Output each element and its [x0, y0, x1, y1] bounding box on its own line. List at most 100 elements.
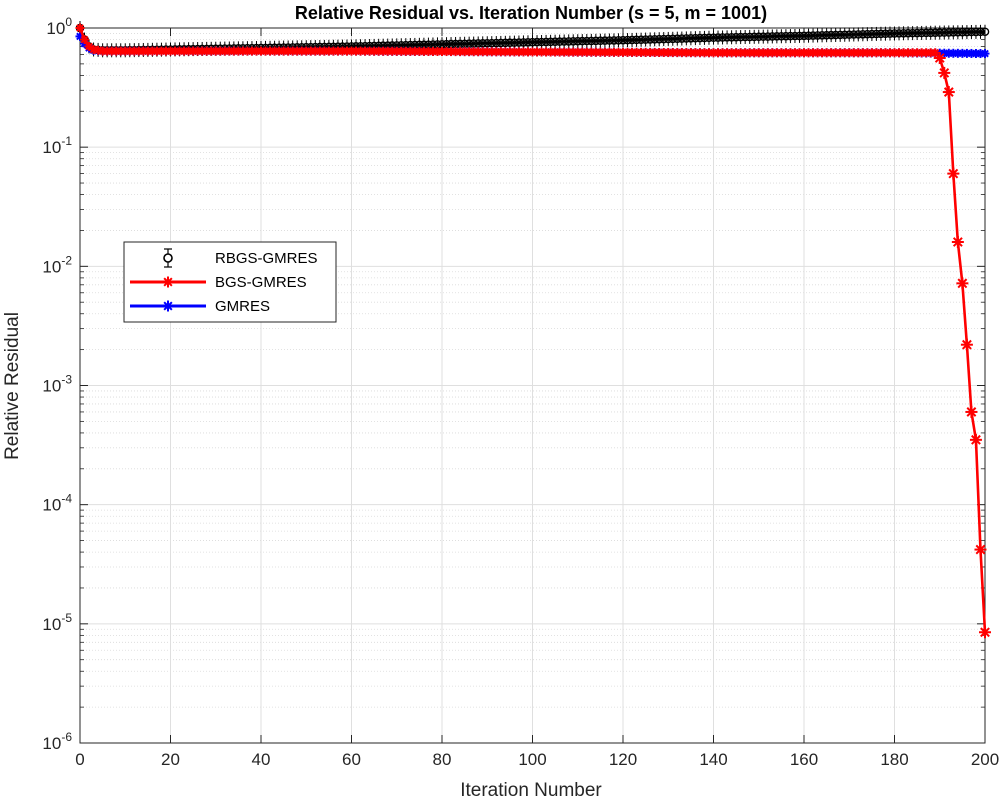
data-point-rbgs-gmres [600, 36, 610, 45]
marker-stroke [952, 237, 963, 247]
y-axis-label: Relative Residual [2, 312, 23, 460]
data-point-rbgs-gmres [514, 38, 524, 47]
marker-stroke [163, 277, 173, 287]
data-point-rbgs-gmres [867, 29, 877, 39]
data-point-rbgs-gmres [632, 35, 641, 45]
y-tick-label: 10-2 [42, 253, 72, 276]
data-point-rbgs-gmres [899, 28, 908, 38]
data-point-rbgs-gmres [663, 34, 673, 44]
data-point-bgs-gmres [942, 86, 955, 99]
data-point-rbgs-gmres [695, 33, 705, 43]
x-tick-label: 180 [880, 750, 908, 769]
data-point-rbgs-gmres [546, 37, 555, 47]
data-point-rbgs-gmres [835, 30, 845, 40]
data-point-rbgs-gmres [958, 27, 967, 37]
x-tick-label: 100 [518, 750, 546, 769]
marker-stroke [943, 87, 954, 97]
data-point-rbgs-gmres [944, 28, 954, 37]
data-point-rbgs-gmres [872, 29, 881, 39]
x-tick-label: 120 [609, 750, 637, 769]
data-point-rbgs-gmres [736, 32, 745, 42]
data-point-rbgs-gmres [754, 32, 764, 42]
data-point-rbgs-gmres [609, 36, 619, 45]
data-point-rbgs-gmres [930, 28, 940, 37]
marker-stroke [163, 301, 173, 311]
marker-stroke [961, 339, 972, 350]
data-point-rbgs-gmres [505, 38, 515, 48]
series-bgs-gmres [75, 23, 991, 639]
data-point-rbgs-gmres [591, 36, 601, 46]
data-point-rbgs-gmres [917, 28, 926, 38]
data-point-rbgs-gmres [894, 29, 904, 38]
x-tick-label: 40 [252, 750, 271, 769]
data-point-rbgs-gmres [491, 38, 501, 48]
data-point-rbgs-gmres [903, 28, 913, 38]
data-point-rbgs-gmres [926, 28, 936, 38]
marker-stroke [975, 544, 986, 555]
data-point-rbgs-gmres [636, 35, 646, 44]
data-point-rbgs-gmres [949, 28, 958, 37]
data-point-rbgs-gmres [740, 32, 750, 42]
data-point-rbgs-gmres [577, 36, 587, 46]
data-point-rbgs-gmres [939, 28, 949, 37]
data-point-rbgs-gmres [641, 35, 650, 44]
y-tick-label: 10-1 [42, 134, 72, 157]
data-point-rbgs-gmres [541, 37, 551, 47]
data-point-rbgs-gmres [831, 30, 840, 40]
data-point-rbgs-gmres [618, 35, 628, 45]
data-point-bgs-gmres [951, 236, 964, 249]
legend-label-gmres: GMRES [215, 298, 270, 315]
x-tick-label: 20 [161, 750, 180, 769]
data-point-bgs-gmres [956, 277, 969, 290]
legend-label-rbgs-gmres: RBGS-GMRES [215, 250, 318, 267]
data-point-bgs-gmres [84, 41, 94, 51]
data-point-rbgs-gmres [826, 30, 836, 40]
data-point-rbgs-gmres [596, 36, 605, 46]
data-point-rbgs-gmres [953, 27, 963, 37]
legend-item-rbgs-gmres: RBGS-GMRES [163, 248, 318, 268]
data-point-bgs-gmres [933, 52, 946, 65]
data-point-rbgs-gmres [564, 37, 574, 46]
data-point-rbgs-gmres [568, 37, 578, 46]
data-point-bgs-gmres [75, 23, 85, 33]
data-point-rbgs-gmres [758, 32, 768, 41]
marker-stroke [85, 42, 93, 51]
data-point-rbgs-gmres [813, 31, 822, 40]
data-point-rbgs-gmres [501, 38, 510, 48]
data-point-rbgs-gmres [844, 30, 854, 39]
data-point-bgs-gmres [960, 338, 973, 351]
data-point-rbgs-gmres [686, 33, 696, 43]
data-point-rbgs-gmres [971, 27, 981, 37]
data-point-rbgs-gmres [881, 29, 890, 38]
data-point-rbgs-gmres [718, 33, 727, 42]
y-tick-label: 10-6 [42, 730, 72, 753]
data-point-rbgs-gmres [496, 38, 506, 48]
legend-item-bgs-gmres: BGS-GMRES [130, 274, 307, 291]
data-point-rbgs-gmres [980, 27, 990, 37]
data-point-rbgs-gmres [473, 39, 483, 48]
data-point-rbgs-gmres [709, 33, 718, 42]
data-point-rbgs-gmres [935, 28, 945, 37]
data-point-rbgs-gmres [528, 37, 537, 47]
data-point-rbgs-gmres [722, 33, 732, 42]
data-point-rbgs-gmres [691, 33, 700, 43]
data-point-bgs-gmres [969, 433, 982, 446]
data-point-rbgs-gmres [890, 29, 899, 38]
data-point-rbgs-gmres [876, 29, 886, 39]
data-point-rbgs-gmres [555, 37, 564, 46]
data-point-rbgs-gmres [768, 32, 777, 41]
y-tick-label: 10-4 [42, 492, 72, 515]
data-point-rbgs-gmres [523, 38, 533, 47]
data-point-rbgs-gmres [863, 29, 872, 39]
data-point-rbgs-gmres [537, 37, 546, 47]
marker-stroke [980, 627, 990, 638]
data-point-rbgs-gmres [921, 28, 931, 38]
data-point-bgs-gmres [979, 626, 991, 639]
x-tick-label: 80 [433, 750, 452, 769]
y-tick-label: 10-5 [42, 611, 72, 634]
data-point-rbgs-gmres [478, 39, 488, 48]
marker-stroke [981, 49, 989, 58]
grid [79, 27, 986, 744]
data-point-bgs-gmres [947, 167, 960, 180]
legend-marker [162, 300, 174, 312]
